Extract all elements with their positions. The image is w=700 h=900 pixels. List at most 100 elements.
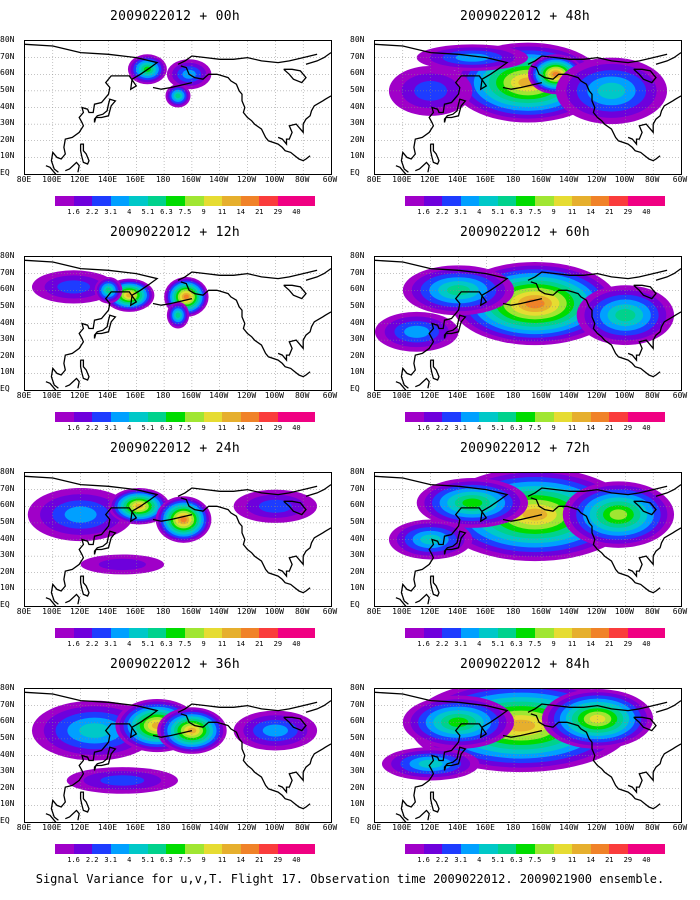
color-legend: [405, 196, 666, 206]
panel-title: 2009022012 + 12h: [109, 225, 241, 240]
lat-label: 50N: [0, 732, 15, 742]
legend-label: 3.1: [104, 640, 118, 648]
lat-label: 80N: [0, 251, 15, 260]
lat-label: 40N: [350, 533, 365, 543]
legend-label: 4: [477, 640, 482, 648]
legend-label: 29: [623, 208, 633, 216]
legend-label: 21: [605, 856, 614, 864]
legend-swatch: [92, 412, 111, 422]
coastline: [25, 43, 159, 173]
legend-swatch: [460, 628, 480, 638]
lon-label: 100E: [42, 391, 62, 400]
lon-label: 120W: [236, 175, 257, 184]
lat-label: 70N: [350, 483, 365, 493]
legend-swatch: [73, 844, 93, 854]
lat-label: 30N: [0, 334, 15, 344]
coastline: [527, 485, 668, 497]
lon-label: 80E: [16, 175, 32, 184]
lon-label: 120W: [236, 823, 257, 832]
legend-label: 14: [236, 856, 245, 864]
legend-swatch: [185, 628, 204, 638]
lat-label: EQ: [350, 816, 360, 825]
legend-label: 2.2: [85, 856, 99, 864]
lon-label: 100E: [42, 607, 62, 616]
lat-label: 20N: [0, 134, 15, 144]
coastline: [429, 575, 440, 597]
lat-label: 20N: [350, 782, 365, 792]
lon-label: 140W: [209, 607, 229, 616]
legend-label: 11: [217, 856, 227, 864]
coastline: [415, 809, 430, 821]
legend-swatch: [590, 196, 610, 206]
legend-label: 14: [236, 640, 245, 648]
legend-swatch: [277, 412, 297, 422]
lon-label: 180: [155, 607, 171, 616]
lon-label: 100W: [614, 175, 634, 184]
coastline: [45, 165, 57, 174]
lon-label: 160W: [531, 391, 551, 400]
coastline: [152, 297, 193, 306]
lat-label: 70N: [0, 483, 15, 493]
legend-label: 9: [551, 208, 556, 216]
coastline: [152, 81, 193, 90]
legend-label: 14: [586, 640, 595, 648]
coastline: [415, 377, 430, 389]
legend-swatch: [147, 628, 167, 638]
coastline: [93, 98, 117, 123]
coastline: [65, 809, 80, 821]
lon-label: 60W: [672, 823, 688, 832]
legend-swatch: [185, 844, 204, 854]
coastline: [65, 377, 80, 389]
lon-label: 160W: [531, 607, 551, 616]
lat-label: 60N: [0, 500, 15, 510]
signal-variance-contour: [180, 516, 187, 523]
lon-label: 100E: [392, 175, 412, 184]
lat-label: 50N: [350, 300, 365, 310]
legend-label: 14: [586, 208, 595, 216]
legend-swatch: [73, 628, 93, 638]
legend-label: 9: [201, 856, 206, 864]
legend-label: 40: [642, 640, 651, 648]
lon-label: 100E: [42, 823, 62, 832]
lon-label: 140E: [97, 391, 118, 400]
legend-swatch: [240, 412, 260, 422]
color-legend: [55, 412, 316, 422]
legend-swatch: [259, 844, 278, 854]
lon-label: 80W: [644, 391, 660, 400]
legend-swatch: [129, 844, 148, 854]
coastline: [25, 691, 159, 821]
coastline: [527, 701, 668, 713]
legend-label: 2.2: [435, 856, 449, 864]
signal-variance-contour: [187, 727, 197, 734]
coastline: [152, 513, 193, 522]
legend-label: 11: [567, 208, 577, 216]
legend-label: 1.6: [417, 208, 430, 216]
legend-label: 11: [217, 640, 227, 648]
signal-variance-contour: [262, 724, 288, 737]
lon-label: 100W: [264, 391, 284, 400]
coastline: [443, 746, 467, 771]
legend-label: 9: [201, 424, 206, 432]
lon-label: 180: [155, 823, 171, 832]
coastline: [180, 497, 311, 594]
legend-swatch: [277, 628, 297, 638]
legend-label: 6.3: [160, 208, 173, 216]
legend-swatch: [479, 628, 498, 638]
legend-label: 1.6: [417, 640, 430, 648]
legend-label: 5.1: [491, 208, 505, 216]
legend-label: 9: [551, 856, 556, 864]
lon-label: 100W: [614, 391, 634, 400]
legend-swatch: [535, 196, 554, 206]
lon-label: 160E: [125, 607, 145, 616]
signal-variance-contour: [183, 294, 189, 300]
legend-swatch: [497, 844, 517, 854]
legend-label: 7.5: [178, 640, 192, 648]
legend-label: 1.6: [417, 424, 430, 432]
lat-label: 20N: [0, 566, 15, 576]
legend-label: 9: [201, 640, 206, 648]
lon-label: 160E: [125, 175, 145, 184]
lat-label: EQ: [0, 384, 10, 393]
lat-label: 50N: [350, 84, 365, 94]
legend-swatch: [627, 628, 647, 638]
coastline: [633, 500, 657, 516]
